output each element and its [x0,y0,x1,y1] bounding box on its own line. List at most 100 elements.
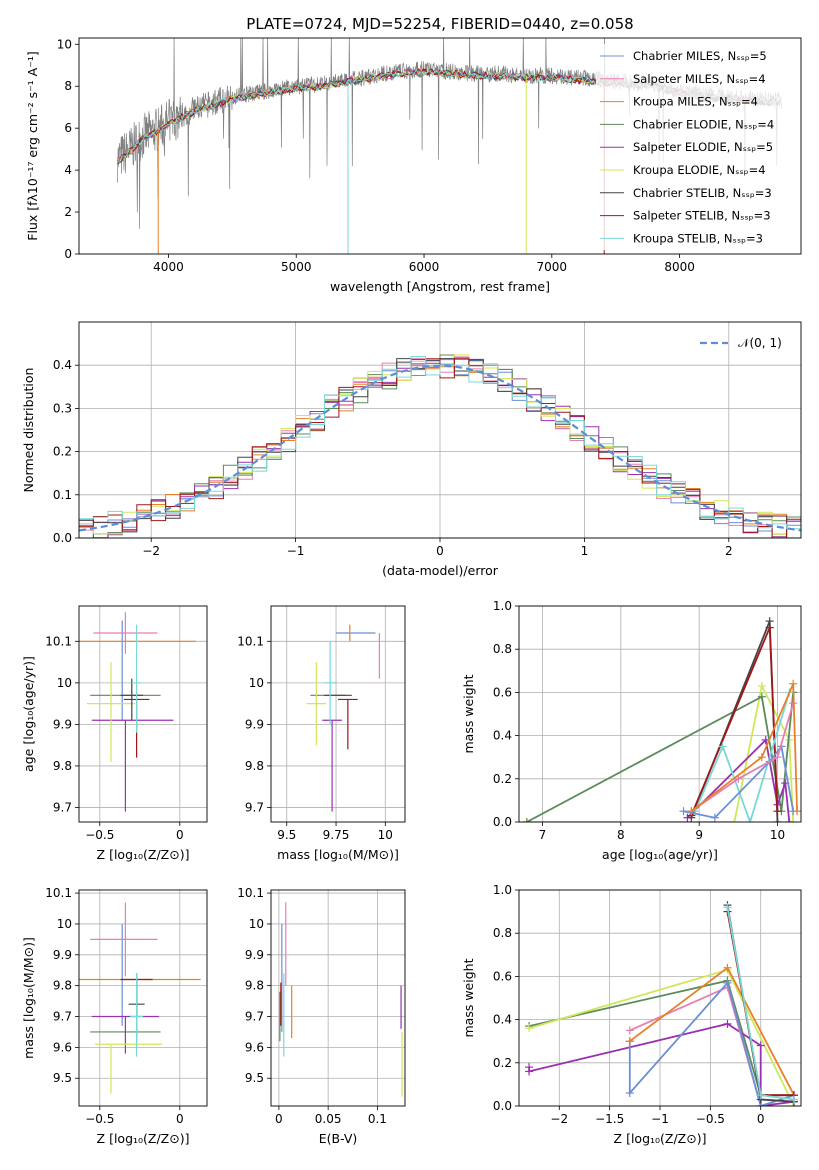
y-tick-label: 9.5 [53,1071,72,1085]
y-tick-label: 0.3 [53,401,72,415]
panel-spectrum: 4000 5000 6000 7000 8000 0 2 4 6 8 10 wavelength [A… [25,37,802,294]
legend-label: Salpeter STELIB, Nₛₛₚ=3 [633,209,771,223]
x-axis-label: E(B-V) [319,1131,358,1146]
x-axis-label: wavelength [Angstrom, rest frame] [330,279,550,294]
y-tick-label: 9.8 [53,979,72,993]
axes-frame [270,889,406,1107]
grid [79,890,207,1106]
series-marker [789,818,798,822]
x-tick-label: 1 [581,544,589,558]
y-tick-label: 9.6 [245,1040,264,1054]
y-tick-label: 0.6 [493,685,512,699]
y-axis-label: Flux [fλ10⁻¹⁷ erg cm⁻² s⁻¹ A⁻¹] [25,51,40,240]
x-tick-label: −0.5 [696,1112,725,1126]
y-tick-label: 10 [57,917,72,931]
plot-area [79,612,196,812]
legend-label: Salpeter ELODIE, Nₛₛₚ=5 [633,140,773,154]
x-tick-label: 2 [725,544,733,558]
x-axis-label: (data-model)/error [382,563,499,578]
legend-label: Kroupa STELIB, Nₛₛₚ=3 [633,231,763,245]
y-tick-label: 9.7 [245,1010,264,1024]
y-tick-label: 6 [64,121,72,135]
plot-area [279,902,403,1097]
x-tick-label: 9 [695,828,703,842]
grid [519,605,801,823]
y-tick-label: 0.0 [493,815,512,829]
grid [519,889,801,1107]
y-tick-label: 0.4 [493,1013,512,1027]
x-tick-label: 8000 [664,260,695,274]
axes: −0.5 0 9.5 9.6 9.7 9.8 9.9 10 10.1 Z [log₁₀(Z/Z⊙)… [21,886,208,1146]
series-marker [773,807,782,816]
legend-label: Kroupa MILES, Nₛₛₚ=4 [633,95,758,109]
panel-mass-weight-vs-age: 7 8 9 10 0.0 0.2 0.4 0.6 0.8 1.0 age [log₁₀(age/yr… [461,599,802,862]
series-marker [756,1041,765,1050]
legend-label: 𝒩(0, 1) [738,336,782,350]
y-tick-label: 4 [64,163,72,177]
panel-residuals: −2 −1 0 1 2 0.0 0.1 0.2 0.3 0.4 (data-model)/error… [21,321,802,578]
x-axis-label: Z [log₁₀(Z/Z⊙)] [97,1131,190,1146]
series-marker [773,818,782,822]
x-tick-label: 0 [757,1112,765,1126]
series-line [694,692,791,822]
series-marker [525,1067,534,1076]
y-tick-label: 0.2 [53,445,72,459]
series-marker [785,818,794,822]
x-tick-label: 10 [770,828,785,842]
plot-area [306,624,380,812]
x-tick-label: 0 [275,1112,283,1126]
plot-area [525,901,798,1106]
axes-frame [270,605,406,823]
x-tick-label: 6000 [409,260,440,274]
series-marker [710,813,719,822]
plot-area [522,617,801,822]
series-marker [730,818,739,822]
series-line [690,683,798,812]
axes: −2 −1 0 1 2 0.0 0.1 0.2 0.3 0.4 (data-model)/error… [21,321,802,578]
x-axis-label: age [log₁₀(age/yr)] [602,847,718,862]
x-tick-label: 0 [436,544,444,558]
y-tick-label: 9.9 [53,948,72,962]
series-marker [718,742,727,751]
y-tick-label: 8 [64,79,72,93]
axes: 0 0.05 0.1 9.5 9.6 9.7 9.8 9.9 10 10.1 E(B-V) [237,886,406,1146]
x-tick-label: −0.5 [85,1112,114,1126]
x-tick-label: 0 [176,828,184,842]
legend: Chabrier MILES, Nₛₛₚ=5 Salpeter MILES, Nₛ… [596,44,796,250]
series-marker [789,679,798,688]
series-marker [679,807,688,816]
y-tick-label: 9.8 [53,759,72,773]
x-tick-label: 8 [617,828,625,842]
y-tick-label: 9.7 [53,800,72,814]
legend-label: Kroupa ELODIE, Nₛₛₚ=4 [633,163,766,177]
y-tick-label: 10 [249,676,264,690]
series-marker [625,1089,634,1098]
grid [271,606,405,822]
y-tick-label: 9.9 [53,717,72,731]
y-tick-label: 10 [249,917,264,931]
series-marker [723,903,732,912]
x-tick-label: 0.05 [315,1112,342,1126]
y-tick-label: 9.7 [245,800,264,814]
x-tick-label: 4000 [153,260,184,274]
legend-label: Chabrier ELODIE, Nₛₛₚ=4 [633,117,774,131]
axes-frame [78,605,208,823]
y-tick-label: 0.6 [493,969,512,983]
series-marker [756,1091,765,1100]
series-marker [757,681,766,690]
plot-area [79,354,801,538]
x-tick-label: −2 [550,1112,568,1126]
legend-label: Chabrier STELIB, Nₛₛₚ=3 [633,186,772,200]
series-marker [625,1037,634,1046]
y-axis-label: mass weight [461,674,476,753]
y-tick-label: 9.8 [245,979,264,993]
series-line [629,966,795,1096]
series-marker [522,818,531,822]
series-marker [746,818,755,822]
panel-age-vs-mass: 9.5 9.75 10 9.7 9.8 9.9 10 10.1 mass [log₁₀(M/M⊙… [237,605,406,862]
y-tick-label: 10.1 [45,886,72,900]
series-marker [723,1019,732,1028]
x-tick-label: −0.5 [85,828,114,842]
figure-title: PLATE=0724, MJD=52254, FIBERID=0440, z=0… [246,15,633,33]
y-tick-label: 0.2 [493,1056,512,1070]
